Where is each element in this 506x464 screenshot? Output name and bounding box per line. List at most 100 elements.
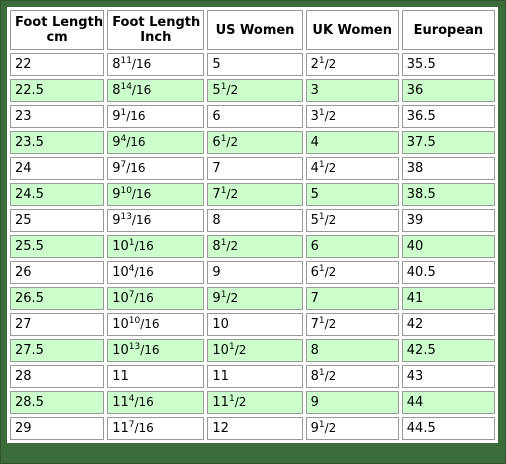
- cell-foot-length-inch-denominator: /16: [134, 395, 154, 409]
- cell-foot-length-inch-whole: 10: [112, 291, 129, 306]
- cell-foot-length-inch-numerator: 10: [120, 186, 132, 196]
- cell-uk-women: 4: [305, 131, 399, 154]
- table-row: 27 1010/16 10 71/2 42: [10, 313, 495, 336]
- cell-uk-women-whole: 9: [310, 421, 319, 436]
- cell-uk-women: 7: [305, 287, 399, 310]
- cell-european: 36.5: [401, 105, 495, 128]
- cell-foot-length-inch-denominator: /16: [134, 265, 154, 279]
- cell-us-women-whole: 8: [212, 213, 221, 228]
- cell-us-women: 101/2: [207, 339, 303, 362]
- cell-uk-women-whole: 6: [310, 265, 319, 280]
- cell-uk-women-numerator: 1: [318, 316, 325, 326]
- cell-foot-length-inch-whole: 11: [112, 395, 129, 410]
- cell-us-women: 7: [207, 157, 303, 180]
- cell-us-women-whole: 10: [212, 317, 229, 332]
- cell-uk-women-whole: 7: [310, 291, 319, 306]
- header-uk-women: UK Women: [305, 10, 399, 50]
- cell-uk-women: 71/2: [305, 313, 399, 336]
- cell-foot-length-inch-numerator: 10: [128, 316, 141, 326]
- cell-uk-women-whole: 3: [310, 83, 319, 98]
- cell-foot-length-inch-denominator: /16: [131, 83, 152, 97]
- cell-foot-length-inch-denominator: /16: [131, 187, 152, 201]
- cell-foot-length-inch-whole: 10: [112, 317, 129, 332]
- cell-us-women: 12: [207, 417, 303, 440]
- cell-us-women-whole: 11: [212, 369, 229, 384]
- cell-us-women: 8: [207, 209, 303, 232]
- table-row: 26.5 107/16 91/2 7 41: [10, 287, 495, 310]
- cell-uk-women-whole: 8: [310, 369, 319, 384]
- cell-us-women-numerator: 1: [220, 82, 227, 92]
- cell-foot-length-cm: 24.5: [10, 183, 105, 206]
- cell-uk-women-whole: 9: [310, 395, 319, 410]
- cell-uk-women-denominator: /2: [324, 161, 337, 175]
- cell-foot-length-inch-numerator: 4: [128, 264, 135, 274]
- cell-uk-women-denominator: /2: [324, 109, 337, 123]
- table-row: 24 97/16 7 41/2 38: [10, 157, 495, 180]
- cell-european: 37.5: [401, 131, 495, 154]
- cell-foot-length-inch: 107/16: [107, 287, 205, 310]
- cell-us-women-whole: 5: [212, 83, 221, 98]
- cell-us-women-numerator: 1: [228, 342, 235, 352]
- cell-foot-length-cm: 24: [10, 157, 105, 180]
- cell-foot-length-inch: 101/16: [107, 235, 205, 258]
- cell-european: 40: [401, 235, 495, 258]
- cell-foot-length-cm: 26: [10, 261, 105, 284]
- cell-uk-women: 8: [305, 339, 399, 362]
- table-row: 28.5 114/16 111/2 9 44: [10, 391, 495, 414]
- cell-uk-women: 51/2: [305, 209, 399, 232]
- cell-us-women-whole: 9: [212, 265, 221, 280]
- cell-foot-length-inch-whole: 9: [112, 213, 121, 228]
- cell-foot-length-inch: 94/16: [107, 131, 205, 154]
- cell-us-women-numerator: 1: [220, 134, 227, 144]
- cell-uk-women-denominator: /2: [324, 213, 337, 227]
- cell-us-women-whole: 7: [212, 187, 221, 202]
- cell-foot-length-inch: 913/16: [107, 209, 205, 232]
- cell-us-women-whole: 8: [212, 239, 221, 254]
- cell-foot-length-inch-denominator: /16: [131, 213, 152, 227]
- cell-european: 43: [401, 365, 495, 388]
- cell-foot-length-inch-numerator: 11: [120, 56, 132, 66]
- cell-european: 36: [401, 79, 495, 102]
- cell-foot-length-inch-numerator: 1: [120, 108, 127, 118]
- cell-foot-length-inch-denominator: /16: [134, 421, 154, 435]
- cell-uk-women-denominator: /2: [324, 265, 337, 279]
- cell-uk-women: 3: [305, 79, 399, 102]
- table-row: 25.5 101/16 81/2 6 40: [10, 235, 495, 258]
- cell-foot-length-cm: 22: [10, 53, 105, 76]
- cell-foot-length-inch: 910/16: [107, 183, 205, 206]
- cell-us-women: 111/2: [207, 391, 303, 414]
- cell-foot-length-cm: 28.5: [10, 391, 105, 414]
- cell-uk-women: 91/2: [305, 417, 399, 440]
- cell-foot-length-inch-whole: 9: [112, 109, 121, 124]
- cell-foot-length-inch-whole: 10: [112, 239, 129, 254]
- cell-european: 40.5: [401, 261, 495, 284]
- cell-foot-length-cm: 23: [10, 105, 105, 128]
- cell-european: 42: [401, 313, 495, 336]
- header-us-women: US Women: [207, 10, 303, 50]
- cell-foot-length-inch-denominator: /16: [126, 161, 146, 175]
- table-row: 23 91/16 6 31/2 36.5: [10, 105, 495, 128]
- cell-us-women: 61/2: [207, 131, 303, 154]
- cell-foot-length-inch: 1010/16: [107, 313, 205, 336]
- cell-foot-length-inch-denominator: /16: [134, 239, 154, 253]
- cell-foot-length-inch: 117/16: [107, 417, 205, 440]
- cell-uk-women: 31/2: [305, 105, 399, 128]
- cell-foot-length-inch-denominator: /16: [126, 135, 146, 149]
- cell-us-women-denominator: /2: [234, 395, 247, 409]
- cell-european: 44.5: [401, 417, 495, 440]
- cell-uk-women: 41/2: [305, 157, 399, 180]
- cell-uk-women-denominator: /2: [324, 317, 337, 331]
- table-row: 29 117/16 12 91/2 44.5: [10, 417, 495, 440]
- cell-foot-length-cm: 23.5: [10, 131, 105, 154]
- cell-foot-length-inch: 814/16: [107, 79, 205, 102]
- cell-uk-women-numerator: 1: [318, 108, 325, 118]
- cell-foot-length-inch-denominator: /16: [140, 317, 160, 331]
- table-row: 28 11 11 81/2 43: [10, 365, 495, 388]
- cell-uk-women: 61/2: [305, 261, 399, 284]
- cell-foot-length-cm: 25.5: [10, 235, 105, 258]
- cell-uk-women: 6: [305, 235, 399, 258]
- cell-foot-length-cm: 25: [10, 209, 105, 232]
- cell-uk-women-whole: 7: [310, 317, 319, 332]
- cell-us-women-whole: 10: [212, 343, 229, 358]
